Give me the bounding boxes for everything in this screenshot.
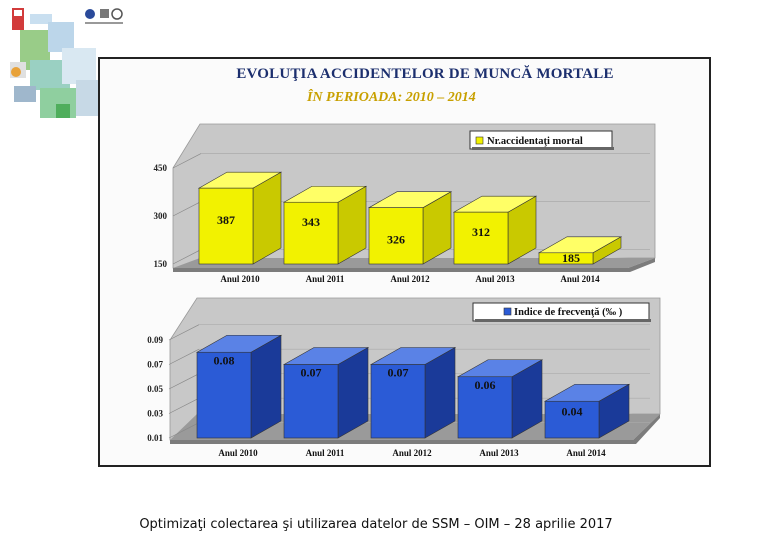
category-label: Anul 2012 — [390, 274, 430, 284]
bar — [195, 334, 283, 439]
partner-logos — [84, 6, 124, 28]
bar — [367, 191, 453, 265]
bar — [282, 185, 368, 265]
category-label: Anul 2014 — [566, 448, 606, 458]
bar-value-label: 0.07 — [388, 366, 409, 380]
chart1-floor-front — [173, 258, 655, 272]
category-label: Anul 2013 — [479, 448, 519, 458]
chart1-legend-label: Nr.accidentaţi mortal — [487, 136, 583, 147]
bar-value-label: 0.08 — [214, 353, 235, 367]
chart2-legend-swatch — [503, 307, 512, 316]
y-tick-label: 450 — [154, 163, 168, 173]
bar-value-label: 343 — [302, 215, 320, 229]
category-label: Anul 2011 — [306, 448, 345, 458]
chart-subtitle: ÎN PERIOADA: 2010 – 2014 — [307, 90, 476, 105]
bar-value-label: 0.04 — [562, 404, 583, 418]
bar — [456, 359, 544, 439]
bar — [537, 236, 623, 265]
chart2-legend-label: Indice de frecvenţă (‰ ) — [514, 307, 623, 318]
chart1-legend: Nr.accidentaţi mortal — [469, 130, 614, 150]
category-label: Anul 2012 — [392, 448, 432, 458]
bar-value-label: 0.06 — [475, 378, 496, 392]
bar-value-label: 185 — [562, 251, 580, 265]
bar — [369, 346, 457, 439]
category-label: Anul 2011 — [306, 274, 345, 284]
bar-value-label: 312 — [472, 225, 490, 239]
y-tick-label: 0.09 — [147, 335, 163, 345]
category-label: Anul 2013 — [475, 274, 515, 284]
chart2-floor-front — [170, 414, 660, 444]
y-tick-label: 300 — [154, 211, 168, 221]
category-label: Anul 2010 — [218, 448, 258, 458]
y-tick-label: 0.07 — [147, 360, 163, 370]
category-label: Anul 2010 — [220, 274, 260, 284]
y-tick-label: 0.05 — [147, 384, 163, 394]
chart1-legend-swatch — [475, 136, 484, 145]
decorative-logo-collage — [0, 0, 125, 125]
chart-title: EVOLUŢIA ACCIDENTELOR DE MUNCĂ MORTALE — [236, 66, 614, 82]
bar — [452, 195, 538, 265]
category-label: Anul 2014 — [560, 274, 600, 284]
y-tick-label: 0.01 — [147, 433, 163, 443]
y-tick-label: 150 — [154, 259, 168, 269]
bar-value-label: 387 — [217, 213, 235, 227]
bar — [197, 171, 283, 265]
bar-value-label: 0.07 — [301, 366, 322, 380]
footer-caption: Optimizaţi colectarea şi utilizarea date… — [139, 517, 613, 532]
bar — [543, 383, 631, 439]
bar-value-label: 326 — [387, 233, 405, 247]
chart2-legend: Indice de frecvenţă (‰ ) — [472, 302, 651, 322]
y-tick-label: 0.03 — [147, 409, 163, 419]
bar — [282, 346, 370, 439]
